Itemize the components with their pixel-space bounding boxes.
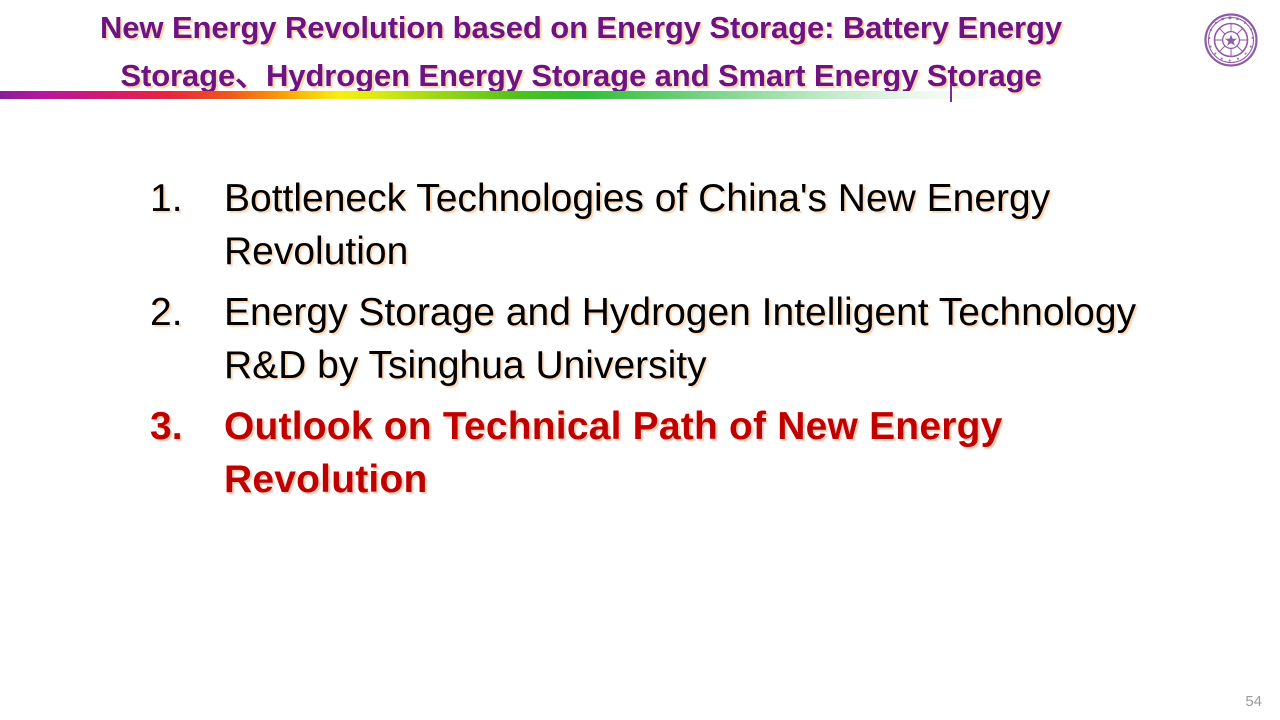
agenda-item-3-number: 3. bbox=[150, 405, 183, 448]
slide-title-line-1: New Energy Revolution based on Energy St… bbox=[99, 10, 1062, 45]
agenda-item-1-number: 1. bbox=[150, 177, 183, 220]
agenda-item-1: 1. Bottleneck Technologies of China's Ne… bbox=[150, 172, 1160, 278]
agenda-list: 1. Bottleneck Technologies of China's Ne… bbox=[150, 172, 1160, 514]
page-number: 54 bbox=[1245, 693, 1262, 710]
agenda-item-3: 3. Outlook on Technical Path of New Ener… bbox=[150, 400, 1160, 506]
text-cursor-artifact bbox=[950, 84, 952, 102]
agenda-item-1-text: Bottleneck Technologies of China's New E… bbox=[224, 177, 1051, 273]
agenda-item-2: 2. Energy Storage and Hydrogen Intellige… bbox=[150, 286, 1160, 392]
slide-title: New Energy Revolution based on Energy St… bbox=[0, 4, 1160, 100]
agenda-item-2-text: Energy Storage and Hydrogen Intelligent … bbox=[224, 291, 1137, 387]
slide-title-line-2: Storage、Hydrogen Energy Storage and Smar… bbox=[120, 58, 1042, 93]
rainbow-divider bbox=[0, 91, 1000, 99]
agenda-item-3-text: Outlook on Technical Path of New Energy … bbox=[224, 405, 1003, 501]
agenda-item-2-number: 2. bbox=[150, 291, 183, 334]
tsinghua-seal-logo bbox=[1203, 12, 1259, 68]
